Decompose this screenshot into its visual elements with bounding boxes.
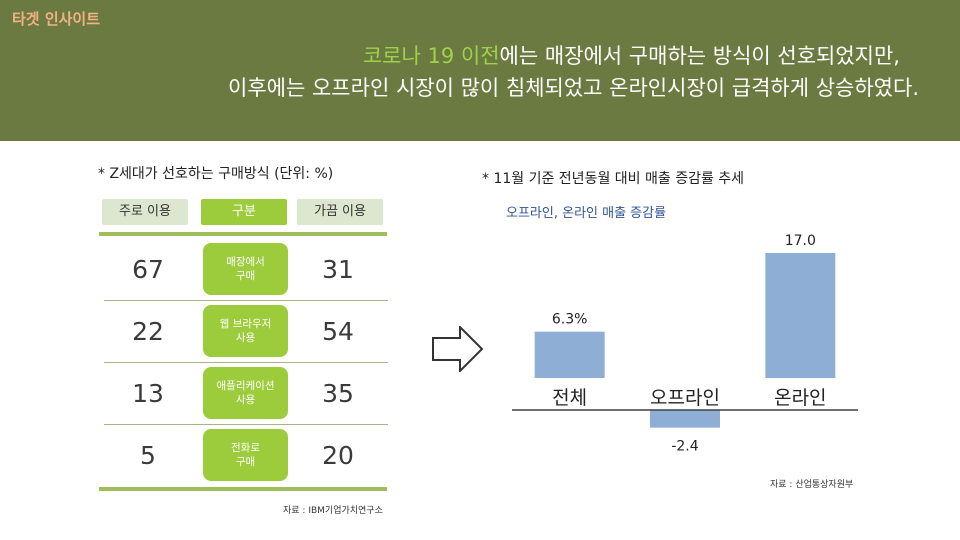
left-table-title: * Z세대가 선호하는 구매방식 (단위: %)	[98, 166, 334, 182]
table-cell-main: 5	[140, 441, 156, 470]
table-row-divider	[104, 362, 388, 363]
category-label: 온라인	[774, 387, 826, 409]
bar-2	[765, 253, 836, 378]
table-cell-main: 13	[132, 379, 164, 408]
left-source-note: 자료 : IBM기업가치연구소	[283, 506, 383, 516]
header-sub-use: 가끔 이용	[297, 199, 383, 225]
category-label: 전체	[552, 387, 587, 409]
table-top-rule	[99, 232, 387, 236]
headline-line-2: 이후에는 오프라인 시장이 많이 침체되었고 온라인시장이 급격하게 상승하였다…	[228, 76, 919, 100]
method-badge-line: 구매	[235, 456, 256, 468]
headline-line-1: 코로나 19 이전에는 매장에서 구매하는 방식이 선호되었지만,	[0, 40, 900, 70]
table-cell-main: 22	[132, 317, 164, 346]
header-main-use: 주로 이용	[102, 199, 188, 225]
table-cell-main: 67	[132, 255, 164, 284]
brand-label: 타겟 인사이트	[12, 10, 101, 28]
bar-1	[650, 410, 720, 428]
table-cell-sub: 54	[322, 317, 354, 346]
bar-value-label: 6.3%	[552, 312, 588, 328]
table-cell-sub: 20	[322, 441, 354, 470]
bar-value-label: -2.4	[671, 439, 698, 455]
bar-value-label: 17.0	[785, 233, 816, 249]
method-badge-line: 구매	[235, 270, 256, 282]
table-cell-sub: 35	[322, 379, 354, 408]
method-badge-line: 전화로	[231, 442, 260, 454]
table-row-divider	[104, 424, 388, 425]
method-badge-line: 사용	[235, 332, 256, 344]
table-row-divider	[104, 300, 388, 301]
header-banner: 타겟 인사이트 코로나 19 이전에는 매장에서 구매하는 방식이 선호되었지만…	[0, 0, 960, 141]
header-method: 구분	[201, 199, 287, 225]
category-label: 오프라인	[650, 387, 720, 409]
right-arrow-icon	[432, 326, 484, 372]
method-badge-line: 웹 브라우저	[219, 318, 272, 330]
right-source-note: 자료 : 산업통상자원부	[770, 480, 854, 490]
method-badge-line: 매장에서	[226, 256, 265, 268]
headline-accent: 코로나 19 이전	[362, 44, 500, 68]
headline-line-1-rest: 에는 매장에서 구매하는 방식이 선호되었지만,	[499, 44, 900, 68]
method-badge-line: 애플리케이션	[216, 380, 275, 392]
method-badge-line: 사용	[235, 394, 256, 406]
table-bottom-rule	[99, 487, 387, 491]
right-chart-title: * 11월 기준 전년동월 대비 매출 증감률 추세	[482, 171, 745, 187]
bar-0	[534, 331, 605, 378]
chart-subtitle: 오프라인, 온라인 매출 증감률	[506, 206, 667, 221]
table-cell-sub: 31	[322, 255, 354, 284]
